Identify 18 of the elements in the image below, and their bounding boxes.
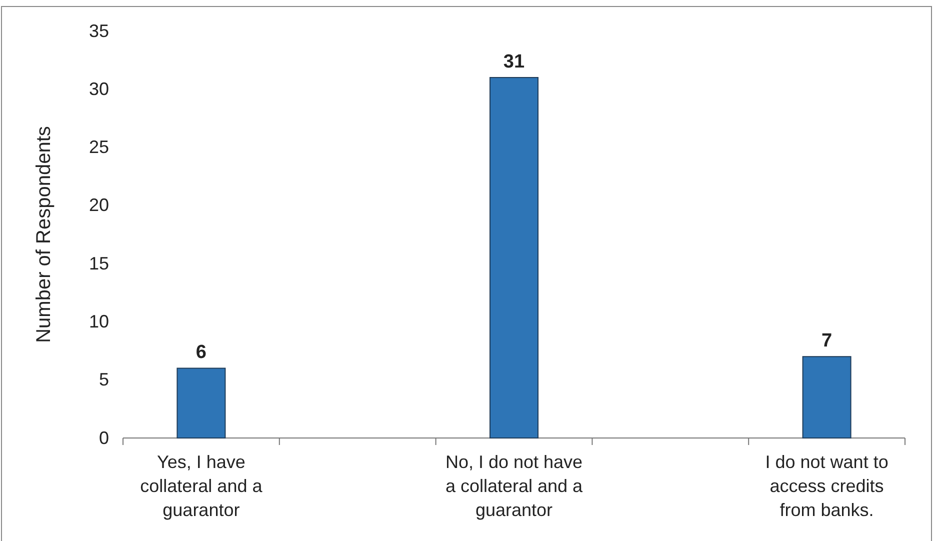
y-tick-label: 25 — [88, 137, 109, 158]
y-tick-label: 10 — [88, 311, 109, 332]
x-tick-label: I do not want to access credits from banks. — [765, 452, 888, 520]
x-tick-label: No, I do not have a collateral and a guarantor — [445, 452, 584, 520]
y-tick-label: 35 — [88, 20, 109, 41]
y-tick-label: 30 — [88, 78, 109, 99]
data-label: 6 — [196, 342, 206, 364]
data-label: 31 — [503, 52, 525, 73]
x-tick-label: Yes, I have collateral and a guarantor — [140, 452, 264, 520]
bar — [490, 77, 538, 438]
y-tick-label: 20 — [88, 195, 109, 216]
data-label: 7 — [822, 330, 832, 352]
y-tick-label: 5 — [98, 370, 109, 390]
bar — [802, 356, 852, 438]
y-axis-title: Number of Respondents — [33, 126, 55, 343]
y-tick-label: 0 — [98, 428, 109, 448]
y-tick-label: 15 — [88, 253, 109, 274]
bar — [176, 368, 226, 438]
